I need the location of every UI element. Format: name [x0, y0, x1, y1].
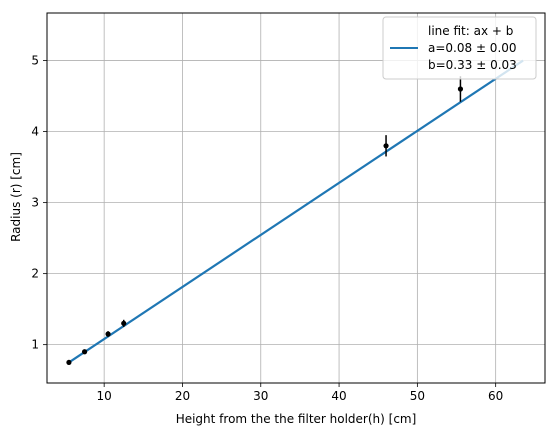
- legend-param-b: b=0.33 ± 0.03: [428, 58, 517, 72]
- axis-ticks: 10 20 30 40 50 60 1 2 3 4 5: [31, 54, 503, 403]
- y-axis-label: Radius (r) [cm]: [9, 152, 23, 242]
- y-tick-label: 4: [31, 125, 39, 139]
- data-point: [121, 320, 127, 326]
- data-points-layer: [66, 76, 464, 366]
- x-axis-label: Height from the the filter holder(h) [cm…: [176, 412, 417, 426]
- data-point: [105, 331, 111, 337]
- y-tick-label: 1: [31, 338, 39, 352]
- fit-line-layer: [68, 59, 524, 364]
- x-tick-label: 40: [331, 389, 346, 403]
- data-point: [81, 349, 88, 355]
- y-tick-label: 5: [31, 54, 39, 68]
- fit-line: [68, 59, 524, 364]
- data-point: [457, 86, 464, 92]
- legend-param-a: a=0.08 ± 0.00: [428, 41, 517, 55]
- data-point: [66, 359, 72, 366]
- x-tick-label: 10: [97, 389, 112, 403]
- x-tick-label: 60: [488, 389, 503, 403]
- y-tick-label: 3: [31, 196, 39, 210]
- legend: line fit: ax + b a=0.08 ± 0.00 b=0.33 ± …: [382, 16, 537, 80]
- axes-frame: [46, 12, 546, 384]
- x-tick-label: 30: [253, 389, 268, 403]
- legend-title: line fit: ax + b: [428, 24, 513, 38]
- x-tick-label: 20: [175, 389, 190, 403]
- legend-box: [382, 16, 537, 80]
- data-point: [383, 143, 389, 149]
- x-tick-label: 50: [410, 389, 425, 403]
- y-tick-label: 2: [31, 267, 39, 281]
